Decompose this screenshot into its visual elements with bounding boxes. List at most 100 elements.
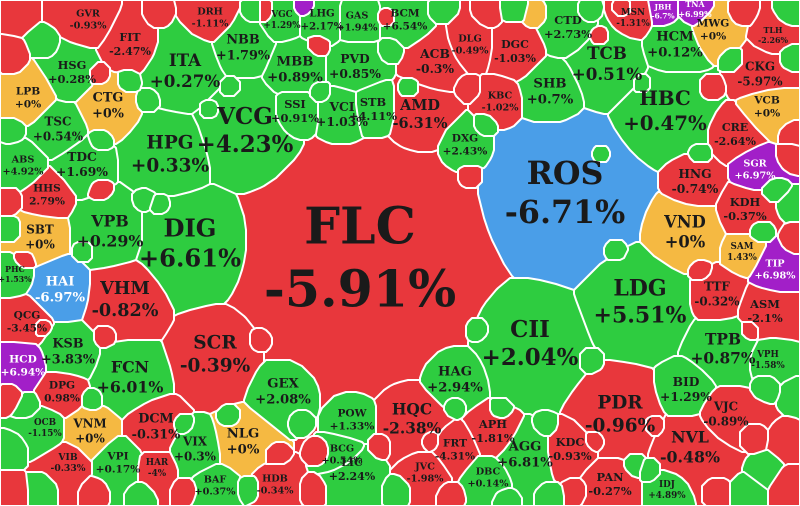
tile-ssi[interactable] xyxy=(275,91,319,141)
tile-minor[interactable] xyxy=(761,177,793,203)
tile-minor[interactable] xyxy=(87,179,115,201)
tile-minor[interactable] xyxy=(237,475,259,506)
ticker-label: LDG xyxy=(613,275,666,301)
tile-minor[interactable] xyxy=(299,435,329,467)
tile-minor[interactable] xyxy=(491,487,523,506)
tile-minor[interactable] xyxy=(0,187,23,217)
tile-vph[interactable] xyxy=(749,337,800,387)
tile-minor[interactable] xyxy=(427,0,461,25)
tile-minor[interactable] xyxy=(397,77,419,97)
tile-stb[interactable] xyxy=(355,79,395,139)
tile-minor[interactable] xyxy=(749,221,777,243)
tile-minor[interactable] xyxy=(489,397,515,419)
tile-minor[interactable] xyxy=(81,387,103,411)
tile-minor[interactable] xyxy=(293,0,315,17)
tile-minor[interactable] xyxy=(259,0,273,23)
ticker-label: DBC xyxy=(476,466,501,477)
tile-minor[interactable] xyxy=(699,73,727,101)
tile-minor[interactable] xyxy=(499,0,529,23)
tile-tna[interactable] xyxy=(677,0,715,27)
tile-minor[interactable] xyxy=(453,73,481,105)
ticker-label: ASM xyxy=(749,297,780,311)
tile-minor[interactable] xyxy=(531,409,559,437)
tile-minor[interactable] xyxy=(777,221,800,255)
tile-minor[interactable] xyxy=(249,327,273,353)
tile-minor[interactable] xyxy=(87,129,115,151)
tile-minor[interactable] xyxy=(701,477,731,506)
tile-minor[interactable] xyxy=(0,383,23,419)
tile-minor[interactable] xyxy=(577,0,605,23)
tile-minor[interactable] xyxy=(0,33,31,75)
tile-minor[interactable] xyxy=(89,61,111,85)
tile-minor[interactable] xyxy=(579,347,605,375)
tile-minor[interactable] xyxy=(739,423,769,455)
tile-minor[interactable] xyxy=(767,463,800,506)
tile-minor[interactable] xyxy=(123,481,159,506)
tile-minor[interactable] xyxy=(141,0,177,29)
tile-hai[interactable] xyxy=(25,253,91,323)
tile-minor[interactable] xyxy=(309,81,331,103)
tile-minor[interactable] xyxy=(727,0,761,27)
tile-minor[interactable] xyxy=(0,117,27,145)
tile-minor[interactable] xyxy=(633,73,651,93)
tile-minor[interactable] xyxy=(93,325,117,349)
tile-minor[interactable] xyxy=(465,317,489,343)
tile-minor[interactable] xyxy=(0,427,29,471)
tile-minor[interactable] xyxy=(611,0,631,17)
tile-minor[interactable] xyxy=(741,321,759,341)
tile-minor[interactable] xyxy=(169,477,197,506)
tile-minor[interactable] xyxy=(377,7,395,27)
tile-minor[interactable] xyxy=(0,215,21,243)
tile-minor[interactable] xyxy=(367,433,391,461)
change-label: +6.94% xyxy=(1,367,46,379)
tile-minor[interactable] xyxy=(687,259,713,281)
tile-minor[interactable] xyxy=(645,415,665,437)
tile-minor[interactable] xyxy=(149,193,171,215)
change-label: +0.91% xyxy=(271,111,319,125)
tile-minor[interactable] xyxy=(591,145,611,163)
tile-minor[interactable] xyxy=(307,35,331,57)
tile-minor[interactable] xyxy=(265,441,295,465)
tile-minor[interactable] xyxy=(687,143,713,163)
tile-minor[interactable] xyxy=(717,47,743,73)
tile-minor[interactable] xyxy=(299,471,327,506)
tile-minor[interactable] xyxy=(71,241,93,263)
tile-minor[interactable] xyxy=(639,457,661,483)
tile-minor[interactable] xyxy=(377,37,405,65)
ticker-label: SCR xyxy=(193,333,237,354)
tile-minor[interactable] xyxy=(239,0,261,23)
tile-minor[interactable] xyxy=(287,409,317,439)
tile-minor[interactable] xyxy=(173,413,195,435)
tile-minor[interactable] xyxy=(603,239,629,261)
change-label: +4.11% xyxy=(349,109,397,123)
tile-minor[interactable] xyxy=(199,99,219,119)
tile-sam[interactable] xyxy=(719,233,767,279)
tile-baf[interactable] xyxy=(189,463,245,506)
tile-minor[interactable] xyxy=(435,481,467,506)
tile-minor[interactable] xyxy=(457,165,483,189)
tile-minor[interactable] xyxy=(771,0,800,27)
tile-minor[interactable] xyxy=(35,319,53,337)
tile-minor[interactable] xyxy=(729,471,769,506)
tile-minor[interactable] xyxy=(13,251,37,269)
tile-minor[interactable] xyxy=(215,403,241,427)
ticker-label: ABS xyxy=(11,154,35,165)
change-label: -6.31% xyxy=(392,115,447,132)
tile-minor[interactable] xyxy=(585,431,605,453)
tile-minor[interactable] xyxy=(775,143,800,177)
tile-minor[interactable] xyxy=(589,25,609,45)
tile-minor[interactable] xyxy=(533,481,565,506)
tile-minor[interactable] xyxy=(135,87,161,113)
tile-minor[interactable] xyxy=(219,75,241,97)
tile-minor[interactable] xyxy=(117,69,143,93)
tile-minor[interactable] xyxy=(443,397,467,421)
tile-minor[interactable] xyxy=(749,375,781,405)
ticker-label: HSG xyxy=(58,58,87,72)
change-label: +0.85% xyxy=(329,66,381,81)
tile-minor[interactable] xyxy=(0,469,29,506)
change-label: -5.91% xyxy=(264,258,456,318)
tile-minor[interactable] xyxy=(779,43,800,73)
tile-minor[interactable] xyxy=(473,113,499,137)
tile-minor[interactable] xyxy=(421,431,439,453)
tile-minor[interactable] xyxy=(77,475,111,506)
